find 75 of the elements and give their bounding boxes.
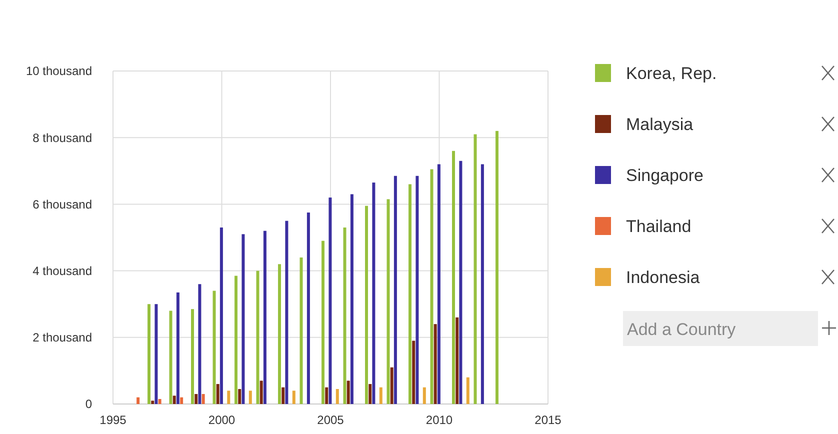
bar <box>136 397 140 404</box>
legend-label: Thailand <box>626 216 692 236</box>
bar <box>452 150 455 404</box>
bar <box>430 169 434 404</box>
bar <box>176 292 180 404</box>
bar <box>365 206 368 404</box>
bar <box>248 390 252 404</box>
bar <box>260 380 263 404</box>
bar <box>263 230 266 404</box>
bar <box>234 276 238 404</box>
legend-label: Indonesia <box>626 268 700 287</box>
bar <box>386 199 390 404</box>
bar <box>496 130 498 404</box>
bar <box>336 389 339 404</box>
x-tick-label: 2000 <box>208 413 236 427</box>
text: Add a Country <box>627 320 736 339</box>
bar <box>434 324 437 404</box>
bar <box>325 387 328 404</box>
bar <box>278 264 281 404</box>
bar <box>242 234 245 404</box>
bar <box>437 164 440 404</box>
bar <box>292 390 296 404</box>
x-tick-label: 2010 <box>426 413 453 427</box>
legend-label: Singapore <box>626 166 704 185</box>
bar <box>198 284 202 404</box>
bar <box>394 176 397 404</box>
bar <box>300 257 303 404</box>
bar <box>416 176 419 404</box>
bar <box>408 184 412 404</box>
y-tick-label: 4 thousand <box>32 264 92 278</box>
x-tick-label: 1995 <box>100 413 127 427</box>
bar <box>343 228 346 404</box>
bar <box>282 387 285 404</box>
bar <box>194 394 198 404</box>
bar <box>480 164 484 404</box>
bar <box>216 384 220 404</box>
bar <box>328 198 332 404</box>
x-tick-label: 2005 <box>317 413 344 427</box>
bar <box>180 397 184 404</box>
bar <box>459 160 462 404</box>
bar <box>390 367 394 404</box>
bar <box>306 212 310 404</box>
bar <box>474 134 477 404</box>
bar <box>346 380 350 404</box>
bar <box>158 399 162 404</box>
bar <box>379 387 382 404</box>
bar <box>372 182 376 404</box>
legend-label: Korea, Rep. <box>626 64 717 83</box>
bar <box>212 290 216 404</box>
bar <box>151 400 154 404</box>
y-tick-label: 6 thousand <box>32 197 92 212</box>
y-tick-label: 2 thousand <box>32 330 92 345</box>
y-tick-label: 0 <box>85 397 92 412</box>
bar <box>456 317 459 404</box>
bar <box>191 309 194 404</box>
legend-label: Malaysia <box>626 114 694 134</box>
bar <box>412 340 416 404</box>
bar <box>238 389 242 404</box>
x-tick-label: 2015 <box>534 413 562 427</box>
bar <box>202 394 205 404</box>
bar <box>368 384 372 404</box>
bar <box>256 270 260 404</box>
bar <box>285 220 288 404</box>
bar <box>169 310 172 404</box>
bar <box>154 304 158 404</box>
bar <box>422 387 426 404</box>
bar <box>227 390 230 404</box>
bar <box>350 194 354 404</box>
bar <box>322 240 324 404</box>
bar <box>220 228 223 404</box>
y-tick-label: 10 thousand <box>26 64 92 78</box>
bar <box>148 304 150 404</box>
y-tick-label: 8 thousand <box>32 130 92 145</box>
bar <box>172 396 176 404</box>
bar <box>466 377 470 404</box>
